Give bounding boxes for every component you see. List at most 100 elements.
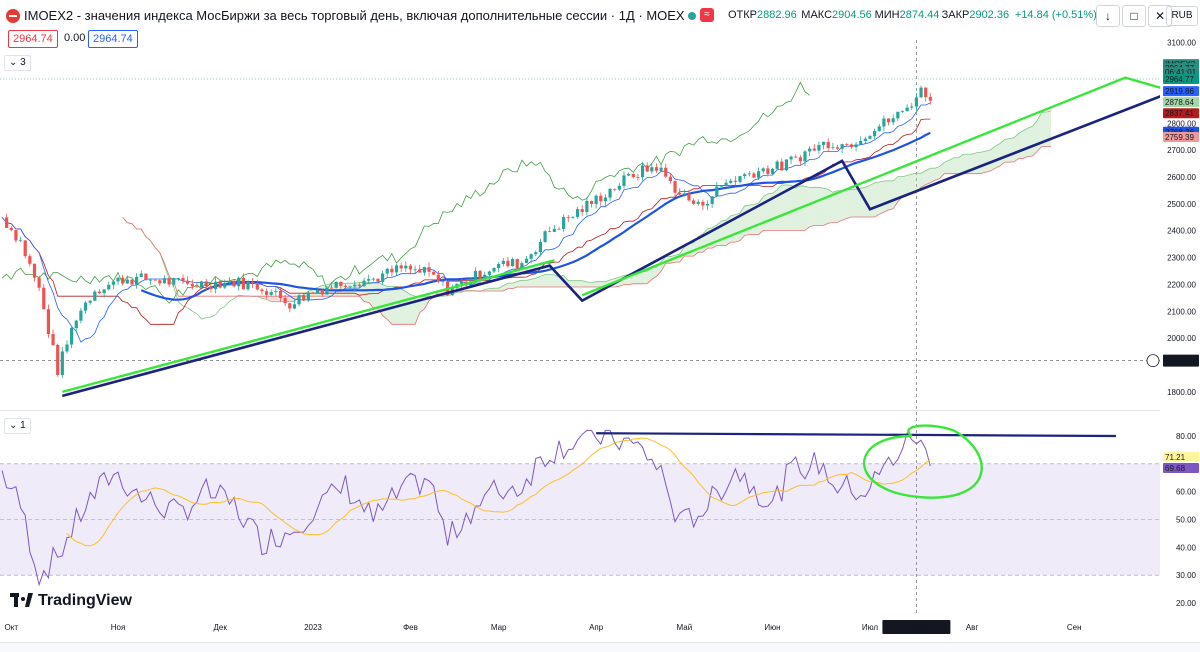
candle-body bbox=[89, 301, 92, 303]
time-axis-label: Окт bbox=[5, 623, 19, 632]
candle-body bbox=[274, 291, 277, 292]
tradingview-watermark: TradingView bbox=[10, 592, 132, 610]
cloud-segment bbox=[814, 187, 819, 225]
candle-body bbox=[887, 119, 890, 123]
candle-body bbox=[65, 345, 68, 352]
candle-body bbox=[395, 265, 398, 272]
cloud-segment bbox=[1014, 134, 1019, 162]
candle-body bbox=[785, 159, 788, 170]
candle-body bbox=[460, 282, 463, 284]
cloud-segment bbox=[810, 187, 815, 227]
candle-body bbox=[827, 142, 830, 148]
cloud-segment bbox=[977, 152, 982, 174]
watermark-text: TradingView bbox=[38, 592, 132, 609]
candle-body bbox=[660, 168, 663, 171]
candle-body bbox=[868, 136, 871, 139]
candle-body bbox=[553, 229, 556, 232]
candle-body bbox=[10, 228, 13, 230]
candle-body bbox=[776, 162, 779, 169]
candle-body bbox=[502, 261, 505, 264]
cloud-segment bbox=[392, 286, 397, 324]
candle-body bbox=[873, 131, 876, 136]
candle-body bbox=[130, 280, 133, 285]
cloud-segment bbox=[522, 280, 527, 287]
cloud-segment bbox=[550, 274, 555, 286]
cloud-segment bbox=[777, 185, 782, 230]
candle-body bbox=[738, 176, 741, 182]
cloud-segment bbox=[1028, 126, 1033, 156]
cloud-segment bbox=[1009, 138, 1014, 162]
candle-body bbox=[641, 166, 644, 178]
candle-body bbox=[362, 281, 365, 286]
candle-body bbox=[265, 291, 268, 295]
candle-body bbox=[28, 256, 31, 264]
candle-body bbox=[878, 126, 881, 130]
candle-body bbox=[330, 288, 333, 289]
candle-body bbox=[279, 291, 282, 298]
candle-body bbox=[636, 177, 639, 178]
crosshair-date-label: пт 14 Июл '23 bbox=[891, 623, 942, 632]
candle-body bbox=[372, 279, 375, 280]
candle-body bbox=[650, 167, 653, 171]
candle-body bbox=[646, 166, 649, 172]
candle-body bbox=[61, 351, 64, 375]
candle-body bbox=[325, 288, 328, 295]
price-tag-label: 2759.39 bbox=[1165, 133, 1194, 142]
candle-body bbox=[808, 149, 811, 152]
candles bbox=[5, 86, 932, 379]
price-tag-label: 2837.41 bbox=[1165, 109, 1194, 118]
price-axis-label: 2200.00 bbox=[1167, 280, 1196, 289]
candle-body bbox=[548, 231, 551, 232]
candle-body bbox=[414, 269, 417, 270]
cloud-segment bbox=[875, 182, 880, 217]
cloud-segment bbox=[373, 283, 378, 308]
candle-body bbox=[850, 144, 853, 147]
cloud-segment bbox=[545, 274, 550, 286]
candle-body bbox=[813, 149, 816, 151]
candle-body bbox=[103, 289, 106, 293]
cloud-segment bbox=[369, 283, 374, 308]
time-axis-label: Май bbox=[676, 623, 692, 632]
candle-body bbox=[70, 328, 73, 344]
candle-body bbox=[349, 286, 352, 287]
candle-body bbox=[664, 168, 667, 177]
cloud-segment bbox=[740, 206, 745, 241]
candle-body bbox=[562, 217, 565, 229]
candle-body bbox=[701, 202, 704, 206]
time-axis-label: Июл bbox=[862, 623, 879, 632]
price-tag-label: 2964.77 bbox=[1165, 75, 1194, 84]
candle-body bbox=[38, 278, 41, 288]
cloud-segment bbox=[1000, 140, 1005, 166]
candle-body bbox=[223, 283, 226, 288]
candle-body bbox=[687, 193, 690, 200]
candle-body bbox=[780, 162, 783, 171]
candle-body bbox=[140, 274, 143, 277]
candle-body bbox=[228, 281, 231, 283]
candle-body bbox=[474, 271, 477, 281]
rsi-axis-label: 40.00 bbox=[1176, 543, 1197, 552]
candle-body bbox=[335, 282, 338, 288]
candle-body bbox=[195, 286, 198, 287]
cloud-segment bbox=[870, 183, 875, 217]
candle-body bbox=[400, 265, 403, 268]
cloud-segment bbox=[578, 281, 583, 287]
candle-body bbox=[789, 157, 792, 160]
cloud-segment bbox=[1019, 131, 1024, 159]
candle-body bbox=[924, 88, 927, 97]
candle-body bbox=[237, 278, 240, 286]
cloud-segment bbox=[995, 143, 1000, 168]
cloud-segment bbox=[986, 150, 991, 172]
candle-body bbox=[339, 282, 342, 286]
candle-body bbox=[822, 142, 825, 145]
pane-separator bbox=[0, 410, 1200, 411]
cloud-segment bbox=[879, 181, 884, 214]
crosshair-price-label: 1916.26 bbox=[1165, 357, 1194, 366]
candle-body bbox=[251, 282, 254, 283]
candle-body bbox=[622, 175, 625, 185]
time-axis-label: Апр bbox=[589, 623, 604, 632]
candle-body bbox=[892, 118, 895, 122]
cloud-segment bbox=[406, 292, 411, 325]
candle-body bbox=[683, 193, 686, 194]
candle-body bbox=[859, 141, 862, 144]
